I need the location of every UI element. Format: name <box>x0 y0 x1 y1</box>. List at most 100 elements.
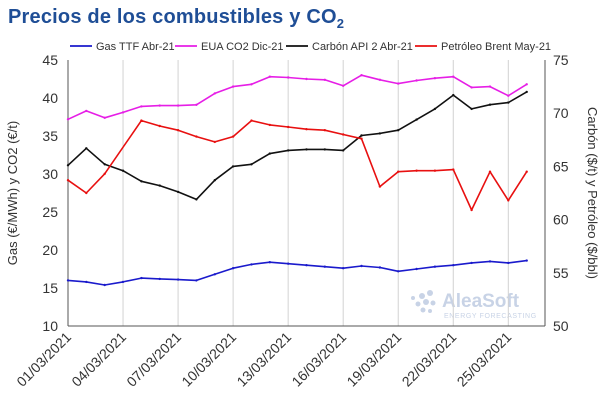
series-line-carb-n-api-2-abr-21 <box>67 91 528 201</box>
data-point-carb-n-api-2-abr-21 <box>103 163 106 166</box>
data-point-gas-ttf-abr-21 <box>452 264 455 267</box>
data-point-eua-co2-dic-21 <box>103 116 106 120</box>
data-point-eua-co2-dic-21 <box>470 86 473 89</box>
logo-tagline: ENERGY FORECASTING <box>444 313 537 320</box>
data-point-carb-n-api-2-abr-21 <box>507 101 510 104</box>
data-point-gas-ttf-abr-21 <box>360 264 363 268</box>
data-point-petr-leo-brent-may-21 <box>103 172 106 175</box>
data-point-gas-ttf-abr-21 <box>397 270 400 273</box>
data-point-petr-leo-brent-may-21 <box>250 119 253 122</box>
data-point-petr-leo-brent-may-21 <box>488 170 492 173</box>
data-point-carb-n-api-2-abr-21 <box>452 93 455 97</box>
data-point-petr-leo-brent-may-21 <box>268 123 271 127</box>
data-point-eua-co2-dic-21 <box>231 85 235 88</box>
x-tick-label: 07/03/2021 <box>123 329 184 390</box>
y-left-tick-label: 40 <box>42 90 58 106</box>
data-point-carb-n-api-2-abr-21 <box>231 165 235 168</box>
data-point-gas-ttf-abr-21 <box>213 273 216 276</box>
data-point-petr-leo-brent-may-21 <box>213 140 216 144</box>
data-point-eua-co2-dic-21 <box>452 75 455 78</box>
y-left-tick-label: 45 <box>42 52 58 68</box>
data-point-gas-ttf-abr-21 <box>378 266 382 269</box>
data-point-eua-co2-dic-21 <box>66 118 70 121</box>
data-point-carb-n-api-2-abr-21 <box>360 134 363 137</box>
data-point-eua-co2-dic-21 <box>525 83 528 86</box>
y-right-tick-label: 65 <box>553 158 569 174</box>
data-point-petr-leo-brent-may-21 <box>342 133 345 136</box>
data-point-gas-ttf-abr-21 <box>287 262 290 265</box>
data-point-eua-co2-dic-21 <box>488 85 492 88</box>
data-point-eua-co2-dic-21 <box>305 77 308 81</box>
data-point-carb-n-api-2-abr-21 <box>287 149 290 152</box>
data-point-petr-leo-brent-may-21 <box>85 191 88 195</box>
x-tick-label: 04/03/2021 <box>68 329 129 390</box>
title-subscript: 2 <box>336 16 345 31</box>
y-axis-right-label: Carbón ($/t) y Petróleo ($/bbl) <box>585 107 600 279</box>
data-point-eua-co2-dic-21 <box>121 111 125 114</box>
data-point-gas-ttf-abr-21 <box>323 265 326 268</box>
data-point-carb-n-api-2-abr-21 <box>323 148 326 151</box>
x-tick-label: 16/03/2021 <box>288 329 349 390</box>
data-point-petr-leo-brent-may-21 <box>66 179 70 182</box>
right-axis-ticks: 50 55 60 65 70 75 <box>553 52 569 334</box>
y-right-tick-label: 75 <box>553 52 569 68</box>
data-point-carb-n-api-2-abr-21 <box>121 169 125 172</box>
data-point-carb-n-api-2-abr-21 <box>305 148 308 151</box>
x-tick-label: 22/03/2021 <box>399 329 460 390</box>
chart-title: Precios de los combustibles y CO2 <box>8 6 344 31</box>
data-point-eua-co2-dic-21 <box>360 74 363 77</box>
data-point-gas-ttf-abr-21 <box>305 264 308 267</box>
data-point-petr-leo-brent-may-21 <box>176 129 180 132</box>
data-point-eua-co2-dic-21 <box>507 94 510 97</box>
data-point-gas-ttf-abr-21 <box>140 276 143 280</box>
data-point-carb-n-api-2-abr-21 <box>470 107 473 111</box>
data-point-petr-leo-brent-may-21 <box>360 137 363 140</box>
data-point-petr-leo-brent-may-21 <box>452 168 455 171</box>
data-point-petr-leo-brent-may-21 <box>305 128 308 131</box>
data-point-petr-leo-brent-may-21 <box>433 169 437 172</box>
data-point-gas-ttf-abr-21 <box>525 259 528 262</box>
data-point-gas-ttf-abr-21 <box>103 283 106 287</box>
legend: Gas TTF Abr-21 EUA CO2 Dic-21 Carbón API 2… <box>70 41 551 53</box>
data-point-gas-ttf-abr-21 <box>415 267 418 271</box>
data-point-petr-leo-brent-may-21 <box>323 129 326 132</box>
data-point-eua-co2-dic-21 <box>85 109 88 113</box>
data-point-eua-co2-dic-21 <box>195 103 198 107</box>
data-point-carb-n-api-2-abr-21 <box>213 179 216 182</box>
y-left-tick-label: 15 <box>42 280 58 296</box>
series-line-petr-leo-brent-may-21 <box>67 119 528 211</box>
data-point-petr-leo-brent-may-21 <box>140 119 143 122</box>
data-point-petr-leo-brent-may-21 <box>507 199 510 202</box>
legend-label-petr-leo-brent-may-21: Petróleo Brent May-21 <box>441 41 551 53</box>
y-right-tick-label: 55 <box>553 265 569 281</box>
data-point-gas-ttf-abr-21 <box>231 267 235 270</box>
left-axis-ticks: 10 15 20 25 30 35 40 45 <box>42 52 58 334</box>
y-left-tick-label: 20 <box>42 242 58 258</box>
series-lines <box>66 74 528 287</box>
data-point-petr-leo-brent-may-21 <box>158 124 161 128</box>
data-point-eua-co2-dic-21 <box>176 104 180 107</box>
x-tick-label: 01/03/2021 <box>13 329 74 390</box>
data-point-petr-leo-brent-may-21 <box>470 208 473 212</box>
y-left-tick-label: 25 <box>42 204 58 220</box>
logo-mark-icon <box>411 290 436 313</box>
title-main: Precios de los combustibles y CO <box>8 6 337 28</box>
data-point-carb-n-api-2-abr-21 <box>378 132 382 135</box>
data-point-carb-n-api-2-abr-21 <box>415 118 418 121</box>
legend-label-gas-ttf-abr-21: Gas TTF Abr-21 <box>96 41 175 53</box>
data-point-carb-n-api-2-abr-21 <box>525 90 528 94</box>
data-point-carb-n-api-2-abr-21 <box>342 149 345 152</box>
data-point-petr-leo-brent-may-21 <box>231 135 235 138</box>
data-point-carb-n-api-2-abr-21 <box>433 107 437 111</box>
y-axis-left-label: Gas (€/MWh) y CO2 (€/t) <box>5 121 20 265</box>
legend-label-eua-co2-dic-21: EUA CO2 Dic-21 <box>201 41 284 53</box>
data-point-carb-n-api-2-abr-21 <box>176 190 180 194</box>
data-point-eua-co2-dic-21 <box>323 78 326 82</box>
y-right-tick-label: 60 <box>553 212 569 228</box>
data-point-eua-co2-dic-21 <box>250 83 253 86</box>
data-point-gas-ttf-abr-21 <box>158 277 161 281</box>
data-point-gas-ttf-abr-21 <box>488 260 492 263</box>
data-point-gas-ttf-abr-21 <box>66 279 70 282</box>
x-tick-label: 25/03/2021 <box>454 329 515 390</box>
x-tick-label: 19/03/2021 <box>343 329 404 390</box>
